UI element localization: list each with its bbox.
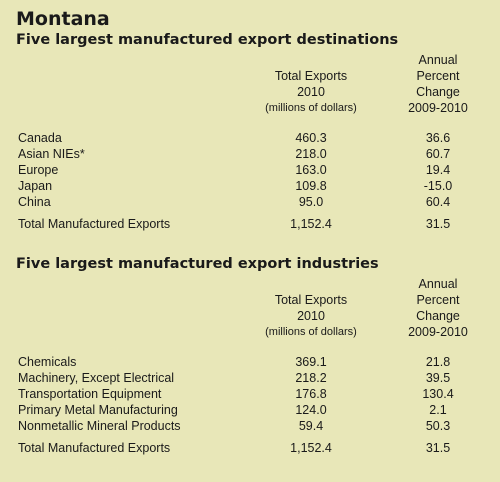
- table-row: Asian NIEs* 218.0 60.7: [16, 146, 484, 162]
- total-value: 460.3: [295, 131, 327, 145]
- total-value: 369.1: [295, 355, 327, 369]
- row-label: China: [18, 195, 51, 209]
- table-row: Transportation Equipment 176.8 130.4: [16, 386, 484, 402]
- total-value: 124.0: [295, 403, 327, 417]
- table-row: Europe 163.0 19.4: [16, 162, 484, 178]
- header-units: (millions of dollars): [265, 326, 357, 338]
- total-value: 218.0: [295, 147, 327, 161]
- total-row: Total Manufactured Exports 1,152.4 31.5: [16, 216, 484, 232]
- row-label: Nonmetallic Mineral Products: [18, 419, 181, 433]
- total-row: Total Manufactured Exports 1,152.4 31.5: [16, 440, 484, 456]
- total-value: 163.0: [295, 163, 327, 177]
- total-value: 59.4: [298, 419, 324, 433]
- row-label: Total Manufactured Exports: [18, 441, 171, 455]
- column-headers: Total Exports 2010 (millions of dollars)…: [16, 274, 484, 354]
- header-units: (millions of dollars): [265, 102, 357, 114]
- total-value: 176.8: [295, 387, 327, 401]
- change-value: 130.4: [422, 387, 454, 401]
- header-line: Change: [416, 85, 460, 99]
- header-line: Change: [416, 309, 460, 323]
- section-heading-industries: Five largest manufactured export industr…: [16, 256, 379, 272]
- total-value: 218.2: [295, 371, 327, 385]
- table-row: Canada 460.3 36.6: [16, 130, 484, 146]
- change-value: 21.8: [425, 355, 451, 369]
- total-exports-header: Total Exports 2010 (millions of dollars): [256, 68, 366, 116]
- row-label: Asian NIEs*: [18, 147, 85, 161]
- change-value: 2.1: [429, 403, 447, 417]
- row-label: Total Manufactured Exports: [18, 217, 171, 231]
- header-line: Annual: [418, 277, 458, 291]
- table-row: Chemicals 369.1 21.8: [16, 354, 484, 370]
- total-value: 1,152.4: [290, 441, 332, 455]
- header-line: 2009-2010: [408, 325, 468, 339]
- change-value: 31.5: [425, 441, 451, 455]
- industries-table: Chemicals 369.1 21.8 Machinery, Except Ele…: [16, 354, 484, 456]
- header-line: 2010: [297, 309, 325, 323]
- header-line: Percent: [416, 69, 460, 83]
- total-exports-header: Total Exports 2010 (millions of dollars): [256, 292, 366, 340]
- row-label: Machinery, Except Electrical: [18, 371, 175, 385]
- total-value: 95.0: [298, 195, 324, 209]
- header-line: 2009-2010: [408, 101, 468, 115]
- page-title: Montana: [16, 8, 110, 30]
- section-heading-destinations: Five largest manufactured export destina…: [16, 32, 399, 48]
- change-value: 19.4: [425, 163, 451, 177]
- change-value: 50.3: [425, 419, 451, 433]
- table-row: Machinery, Except Electrical 218.2 39.5: [16, 370, 484, 386]
- total-value: 109.8: [295, 179, 327, 193]
- row-label: Chemicals: [18, 355, 77, 369]
- header-line: Total Exports: [274, 293, 348, 307]
- percent-change-header: Annual Percent Change 2009-2010: [393, 276, 483, 340]
- change-value: -15.0: [423, 179, 453, 193]
- table-row: Primary Metal Manufacturing 124.0 2.1: [16, 402, 484, 418]
- header-line: Percent: [416, 293, 460, 307]
- row-label: Primary Metal Manufacturing: [18, 403, 178, 417]
- row-label: Transportation Equipment: [18, 387, 162, 401]
- header-line: Annual: [418, 53, 458, 67]
- header-line: Total Exports: [274, 69, 348, 83]
- row-label: Europe: [18, 163, 59, 177]
- change-value: 60.4: [425, 195, 451, 209]
- table-row: Nonmetallic Mineral Products 59.4 50.3: [16, 418, 484, 434]
- destinations-table: Canada 460.3 36.6 Asian NIEs* 218.0 60.7 Eur…: [16, 130, 484, 232]
- total-value: 1,152.4: [290, 217, 332, 231]
- table-row: China 95.0 60.4: [16, 194, 484, 210]
- row-label: Canada: [18, 131, 62, 145]
- header-line: 2010: [297, 85, 325, 99]
- table-row: Japan 109.8 -15.0: [16, 178, 484, 194]
- change-value: 39.5: [425, 371, 451, 385]
- row-label: Japan: [18, 179, 53, 193]
- change-value: 36.6: [425, 131, 451, 145]
- percent-change-header: Annual Percent Change 2009-2010: [393, 52, 483, 116]
- column-headers: Total Exports 2010 (millions of dollars)…: [16, 50, 484, 130]
- change-value: 31.5: [425, 217, 451, 231]
- change-value: 60.7: [425, 147, 451, 161]
